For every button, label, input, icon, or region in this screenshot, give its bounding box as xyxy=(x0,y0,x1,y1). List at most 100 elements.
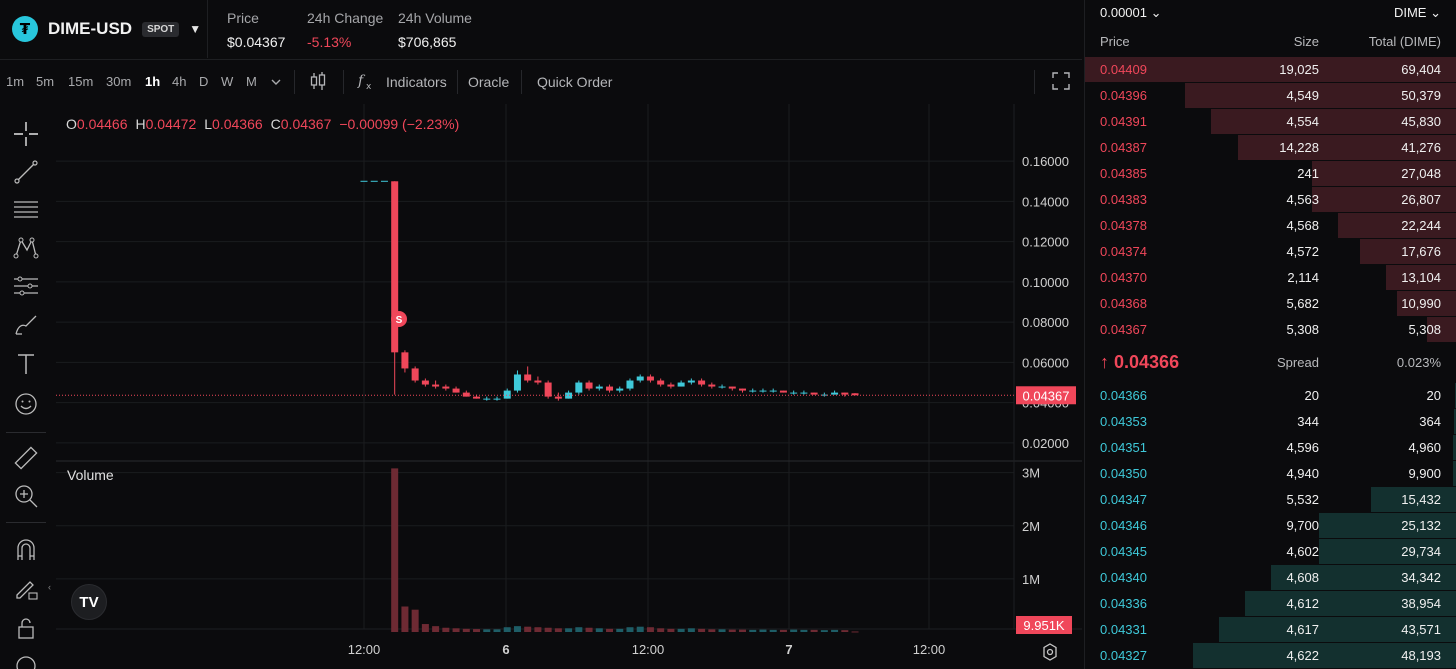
candle-body xyxy=(841,392,849,395)
candlestick-chart-svg[interactable]: 0.16000 0.14000 0.12000 0.10000 0.08000 0.060… xyxy=(56,104,1082,669)
bid-total: 364 xyxy=(1419,414,1441,429)
quick-order-button[interactable]: Quick Order xyxy=(537,74,613,90)
volume-bar xyxy=(810,629,818,632)
ask-total: 22,244 xyxy=(1401,218,1441,233)
bid-row[interactable]: 0.04351 4,596 4,960 xyxy=(1085,435,1456,461)
ask-row[interactable]: 0.04368 5,682 10,990 xyxy=(1085,291,1456,317)
timeframe-30m[interactable]: 30m xyxy=(106,74,132,89)
bid-row[interactable]: 0.04331 4,617 43,571 xyxy=(1085,617,1456,643)
zoom-in-icon[interactable] xyxy=(12,482,40,510)
candles-icon[interactable] xyxy=(307,70,329,92)
visibility-icon[interactable] xyxy=(12,652,40,669)
header-price: Price xyxy=(1100,34,1130,49)
ask-depth-bar xyxy=(1312,161,1456,186)
pair-selector[interactable]: ₮ DIME-USD SPOT ▼ xyxy=(12,15,201,43)
bid-row[interactable]: 0.04366 20 20 xyxy=(1085,383,1456,409)
bid-row[interactable]: 0.04336 4,612 38,954 xyxy=(1085,591,1456,617)
bid-total: 9,900 xyxy=(1408,466,1441,481)
timeframe-w[interactable]: W xyxy=(221,74,234,89)
timeframe-d[interactable]: D xyxy=(199,74,209,89)
timeframe-15m[interactable]: 15m xyxy=(68,74,94,89)
volume-bar xyxy=(636,626,644,632)
horizontal-lines-icon[interactable] xyxy=(12,196,40,224)
price-chart[interactable]: 0.16000 0.14000 0.12000 0.10000 0.08000 0.060… xyxy=(56,104,1082,669)
bid-size: 4,617 xyxy=(1286,622,1319,637)
volume-stat: 24h Volume $706,865 xyxy=(398,9,472,51)
volume-bar xyxy=(585,627,593,632)
volume-label: 24h Volume xyxy=(398,10,472,26)
text-tool-icon[interactable] xyxy=(12,350,40,378)
svg-text:x: x xyxy=(366,82,372,92)
ask-row[interactable]: 0.04385 241 27,048 xyxy=(1085,161,1456,187)
ohlc-close: 0.04367 xyxy=(280,116,332,132)
emoji-icon[interactable] xyxy=(12,390,40,418)
ask-row[interactable]: 0.04391 4,554 45,830 xyxy=(1085,109,1456,135)
indicators-button[interactable]: Indicators xyxy=(386,74,447,90)
candle-body xyxy=(779,390,787,393)
ask-row[interactable]: 0.04383 4,563 26,807 xyxy=(1085,187,1456,213)
ask-row[interactable]: 0.04370 2,114 13,104 xyxy=(1085,265,1456,291)
bid-price: 0.04353 xyxy=(1100,414,1147,429)
crosshair-icon[interactable] xyxy=(12,120,40,148)
indicators-fx-icon[interactable]: f x xyxy=(356,70,378,92)
ask-row[interactable]: 0.04396 4,549 50,379 xyxy=(1085,83,1456,109)
ask-row[interactable]: 0.04409 19,025 69,404 xyxy=(1085,57,1456,83)
candle-body xyxy=(565,392,573,399)
tools-divider xyxy=(6,432,46,433)
candle-body xyxy=(421,380,429,385)
tools-collapse-icon[interactable]: ‹ xyxy=(48,582,51,592)
lock-drawing-icon[interactable] xyxy=(12,574,40,602)
brush-icon[interactable] xyxy=(12,310,40,338)
candle-body xyxy=(749,390,757,392)
bid-depth-bar xyxy=(1271,565,1456,590)
timeframe-5m[interactable]: 5m xyxy=(36,74,55,89)
price-tick-label: 0.12000 xyxy=(1022,235,1069,250)
ask-total: 17,676 xyxy=(1401,244,1441,259)
timeframe-m[interactable]: M xyxy=(246,74,257,89)
timeframe-chevron-down-icon[interactable] xyxy=(266,73,286,91)
unlock-icon[interactable] xyxy=(12,614,40,642)
bid-row[interactable]: 0.04340 4,608 34,342 xyxy=(1085,565,1456,591)
candle-body xyxy=(585,382,593,389)
header-divider xyxy=(207,0,208,58)
candle-body xyxy=(718,386,726,388)
volume-bar xyxy=(442,627,450,632)
magnet-icon[interactable] xyxy=(12,536,40,564)
bid-row[interactable]: 0.04353 344 364 xyxy=(1085,409,1456,435)
candle-body xyxy=(810,392,818,395)
bid-row[interactable]: 0.04346 9,700 25,132 xyxy=(1085,513,1456,539)
bid-row[interactable]: 0.04327 4,622 48,193 xyxy=(1085,643,1456,669)
tick-size-dropdown[interactable]: 0.00001 ⌄ xyxy=(1100,5,1162,21)
chart-settings-gear-icon[interactable] xyxy=(1040,642,1060,662)
pattern-icon[interactable] xyxy=(12,234,40,262)
header-total: Total (DIME) xyxy=(1368,34,1441,49)
ask-row[interactable]: 0.04374 4,572 17,676 xyxy=(1085,239,1456,265)
volume-bar xyxy=(513,626,521,632)
oracle-button[interactable]: Oracle xyxy=(468,74,510,90)
bid-row[interactable]: 0.04347 5,532 15,432 xyxy=(1085,487,1456,513)
unit-dropdown[interactable]: DIME ⌄ xyxy=(1394,5,1441,21)
tradingview-logo-icon[interactable]: TV xyxy=(71,584,107,620)
prediction-icon[interactable] xyxy=(12,272,40,300)
bid-price: 0.04347 xyxy=(1100,492,1147,507)
bid-price: 0.04345 xyxy=(1100,544,1147,559)
ask-row[interactable]: 0.04378 4,568 22,244 xyxy=(1085,213,1456,239)
ask-price: 0.04370 xyxy=(1100,270,1147,285)
volume-bar xyxy=(626,627,634,632)
bid-total: 4,960 xyxy=(1408,440,1441,455)
bid-row[interactable]: 0.04350 4,940 9,900 xyxy=(1085,461,1456,487)
bid-row[interactable]: 0.04345 4,602 29,734 xyxy=(1085,539,1456,565)
timeframe-1m[interactable]: 1m xyxy=(6,74,25,89)
ask-row[interactable]: 0.04387 14,228 41,276 xyxy=(1085,135,1456,161)
volume-bar xyxy=(524,626,532,632)
timeframe-1h[interactable]: 1h xyxy=(145,74,161,89)
ruler-icon[interactable] xyxy=(12,444,40,472)
tools-divider xyxy=(6,522,46,523)
timeframe-4h[interactable]: 4h xyxy=(172,74,187,89)
ask-row[interactable]: 0.04367 5,308 5,308 xyxy=(1085,317,1456,343)
fullscreen-icon[interactable] xyxy=(1050,70,1072,92)
spread-value: 0.023% xyxy=(1396,355,1441,370)
price-tick-label: 0.08000 xyxy=(1022,315,1069,330)
volume-bar xyxy=(667,628,675,632)
trend-line-icon[interactable] xyxy=(12,158,40,186)
